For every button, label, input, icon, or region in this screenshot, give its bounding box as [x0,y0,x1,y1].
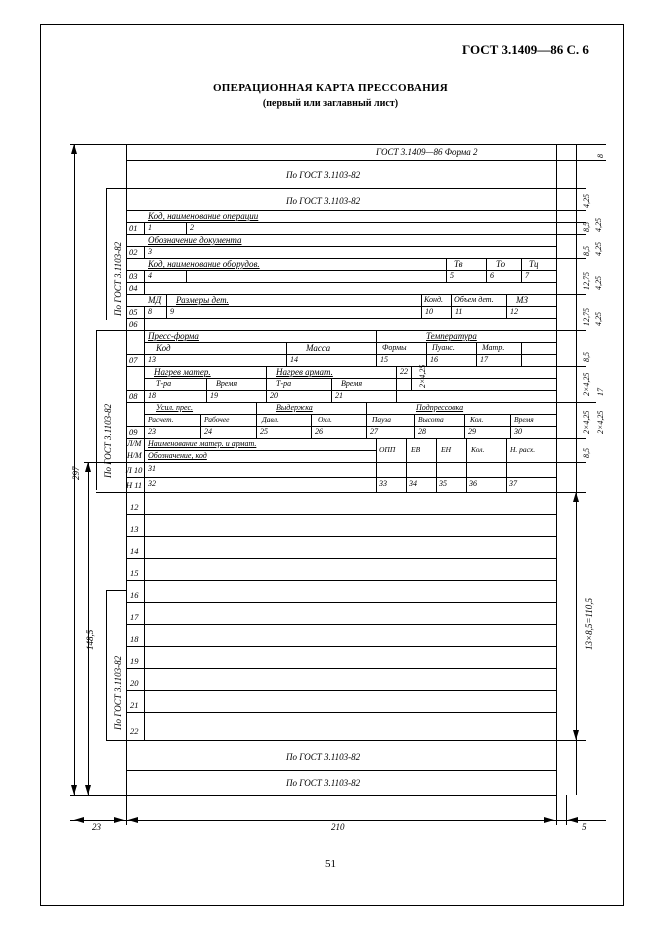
form-drawing: ГОСТ 3.1409—86 Форма 2 По ГОСТ 3.1103-82… [66,130,616,830]
gost-bot2: По ГОСТ 3.1103-82 [286,778,360,788]
row-05: 05 [129,307,138,317]
dim-210: 210 [331,822,345,832]
header-right: ГОСТ 3.1409—86 С. 6 [462,42,589,58]
row-21: 21 [130,700,139,710]
row-10: Л 10 [126,465,142,475]
row-14: 14 [130,546,139,556]
page-number: 51 [0,858,661,870]
row-06: 06 [129,319,138,329]
gost-bot1: По ГОСТ 3.1103-82 [286,752,360,762]
gost-side-1: По ГОСТ 3.1103-82 [113,242,123,316]
row-04: 04 [129,283,138,293]
row-19: 19 [130,656,139,666]
row-11: Н 11 [126,480,142,490]
title-main: ОПЕРАЦИОННАЯ КАРТА ПРЕССОВАНИЯ [0,82,661,94]
row-22: 22 [130,726,139,736]
row02-label: Обозначение документа [148,235,242,245]
gost-side-3: По ГОСТ 3.1103-82 [113,656,123,730]
row-08: 08 [129,391,138,401]
dim-23: 23 [92,822,101,832]
row-01: 01 [129,223,138,233]
row-02: 02 [129,247,138,257]
gost-2: По ГОСТ 3.1103-82 [286,196,360,206]
row-09: 09 [129,427,138,437]
row-03: 03 [129,271,138,281]
row-07: 07 [129,355,138,365]
gost-top: По ГОСТ 3.1103-82 [286,170,360,180]
row-20: 20 [130,678,139,688]
dim-13x: 13×8,5=110,5 [584,598,594,650]
row-12: 12 [130,502,139,512]
top-ref: ГОСТ 3.1409—86 Форма 2 [376,147,478,157]
row-13: 13 [130,524,139,534]
row01-label: Код, наименование операции [148,211,258,221]
dim-5: 5 [582,822,587,832]
title-sub: (первый или заглавный лист) [0,98,661,109]
row06-head: Пресс-форма [148,331,199,341]
row-18: 18 [130,634,139,644]
gost-side-2: По ГОСТ 3.1103-82 [103,404,113,478]
row-16: 16 [130,590,139,600]
row05-label: Размеры дет. [176,295,229,305]
dim-148: 148,5 [85,630,95,650]
row-17: 17 [130,612,139,622]
row03-label: Код, наименование оборудов. [148,259,260,269]
row-15: 15 [130,568,139,578]
dim-297: 297 [71,467,81,481]
